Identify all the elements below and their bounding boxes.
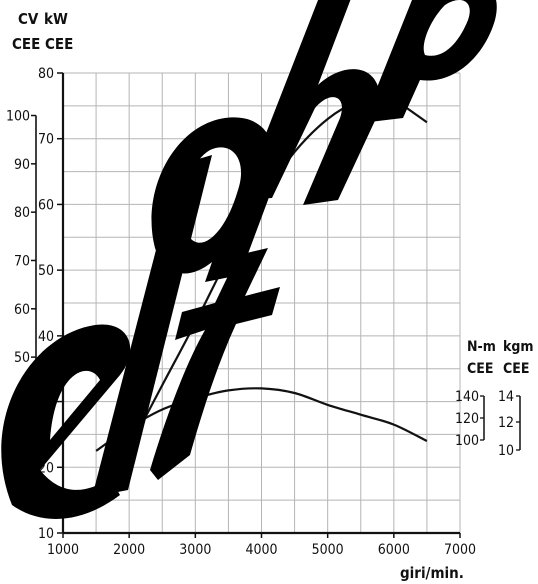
kgm-axis: 10 12 14 (498, 389, 521, 459)
kgm-standard-label: CEE (503, 361, 529, 377)
x-ticks: 1000 2000 3000 4000 5000 6000 7000 (47, 533, 476, 558)
watermark-letter-t (150, 248, 280, 480)
nm-tick-label: 120 (455, 411, 479, 427)
watermark-letter-e (1, 324, 131, 519)
kw-tick-label: 50 (38, 263, 54, 279)
kgm-tick-label: 10 (498, 443, 514, 459)
kgm-tick-label: 12 (498, 415, 514, 431)
cv-tick-label: 80 (14, 205, 30, 221)
x-tick-label: 4000 (245, 542, 277, 558)
kw-tick-label: 60 (38, 197, 54, 213)
x-tick-label: 3000 (179, 542, 211, 558)
watermark-letter-h (240, 0, 381, 205)
kw-tick-label: 80 (38, 66, 54, 82)
nm-unit-label: N-m (467, 339, 496, 355)
x-tick-label: 1000 (47, 542, 79, 558)
kw-ticks: 1020304050607080 (38, 66, 63, 542)
cv-tick-label: 50 (14, 350, 30, 366)
kw-tick-label: 70 (38, 132, 54, 148)
kw-standard-label: CEE (45, 35, 73, 53)
x-tick-label: 2000 (113, 542, 145, 558)
kgm-tick-label: 14 (498, 389, 514, 405)
cv-standard-label: CEE (12, 35, 40, 53)
nm-tick-label: 140 (455, 389, 479, 405)
nm-tick-label: 100 (455, 433, 479, 449)
nm-axis: 100 120 140 (455, 389, 485, 449)
x-axis-title: giri/min. (400, 564, 464, 582)
nm-standard-label: CEE (467, 361, 493, 377)
cv-unit-label: CV (18, 10, 39, 28)
x-tick-label: 6000 (378, 542, 410, 558)
cv-tick-label: 60 (14, 302, 30, 318)
cv-tick-label: 100 (6, 109, 30, 125)
x-tick-label: 7000 (444, 542, 476, 558)
kw-unit-label: kW (44, 10, 68, 28)
x-tick-label: 5000 (312, 542, 344, 558)
cv-tick-label: 90 (14, 157, 30, 173)
torque-curve (95, 387, 428, 452)
watermark (1, 0, 497, 519)
kgm-unit-label: kgm (503, 339, 534, 355)
kw-tick-label: 10 (38, 526, 54, 542)
watermark-letter-p (370, 0, 497, 122)
cv-tick-label: 70 (14, 253, 30, 269)
kw-tick-label: 40 (38, 329, 54, 345)
watermark-letter-a (151, 117, 275, 282)
